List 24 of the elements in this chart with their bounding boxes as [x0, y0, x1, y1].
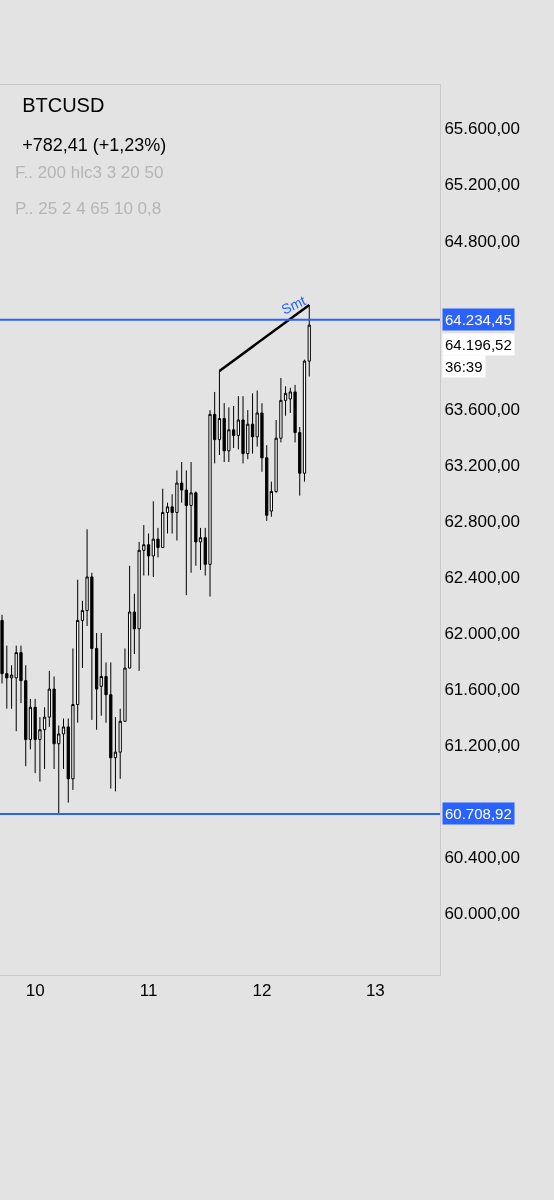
y-tick-label: 60.000,00	[444, 904, 521, 924]
y-tick-label: 64.800,00	[444, 231, 521, 251]
text: +782,41 (+1,23%)	[22, 135, 167, 156]
x-tick-label: 10	[25, 981, 45, 1001]
annotation: Smt	[278, 292, 309, 318]
x-tick-label: 13	[365, 981, 385, 1001]
y-tick-label: 62.400,00	[444, 567, 521, 587]
y-tick-label: 63.200,00	[444, 455, 521, 475]
ref-line-label: 60.708,92	[445, 805, 512, 822]
y-tick-label: 63.600,00	[444, 399, 521, 419]
x-tick-label: 11	[139, 981, 158, 1001]
ref-line-label: 64.234,45	[445, 311, 512, 328]
y-tick-label: 60.400,00	[444, 848, 521, 868]
y-tick-label: 65.600,00	[444, 119, 521, 139]
y-tick-label: 61.600,00	[444, 680, 521, 700]
text: 36:39	[445, 358, 483, 375]
y-tick-label: 62.800,00	[444, 511, 521, 531]
y-tick-label: 65.200,00	[444, 175, 521, 195]
y-tick-label: 62.000,00	[444, 623, 521, 643]
text: 64.196,52	[445, 336, 512, 353]
y-tick-label: 61.200,00	[444, 736, 521, 756]
x-tick-label: 12	[252, 981, 272, 1001]
candlestick	[250, 392, 255, 455]
chart-title: BTCUSD	[22, 94, 105, 116]
